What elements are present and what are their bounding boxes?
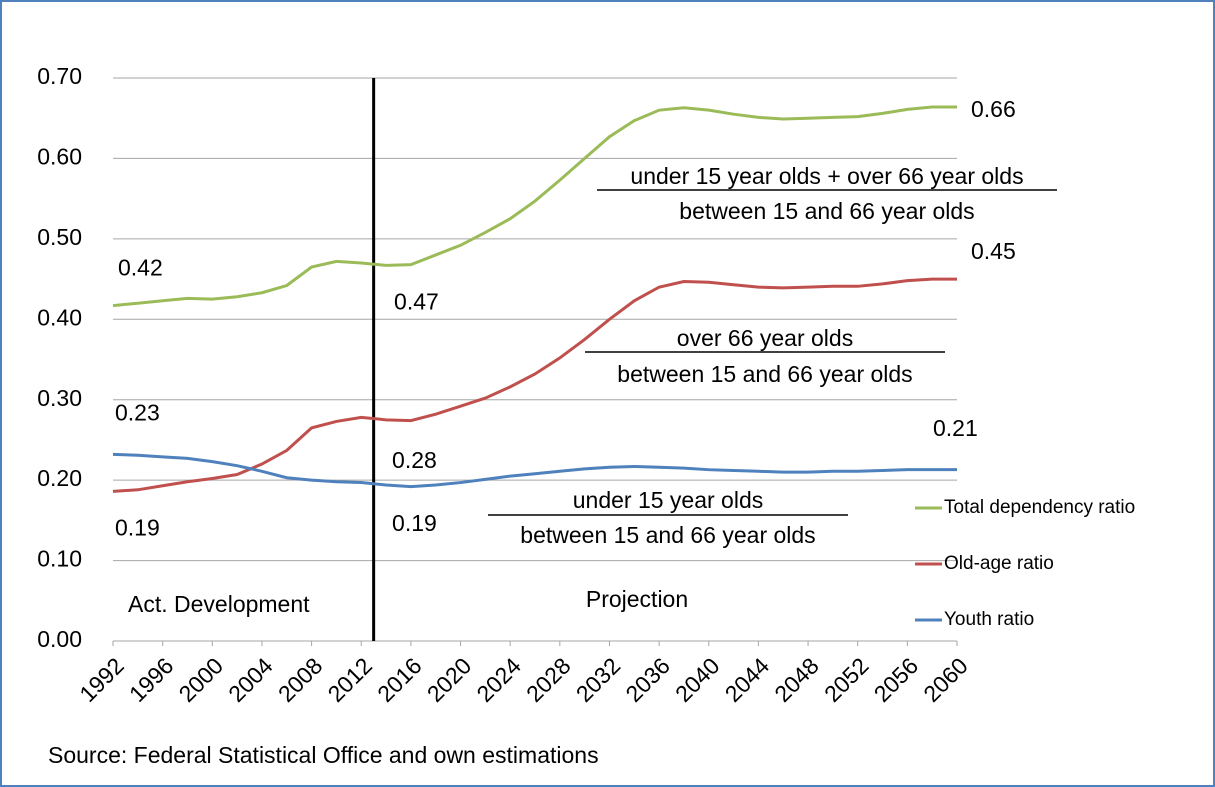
value-label: 0.66 bbox=[971, 96, 1016, 122]
y-tick-label: 0.10 bbox=[37, 546, 82, 572]
y-tick-label: 0.30 bbox=[37, 385, 82, 411]
legend-label: Total dependency ratio bbox=[944, 497, 1135, 518]
legend-label: Old-age ratio bbox=[944, 553, 1054, 574]
y-tick-label: 0.20 bbox=[37, 465, 82, 491]
value-label: 0.19 bbox=[115, 514, 160, 540]
formula-denominator: between 15 and 66 year olds bbox=[617, 361, 912, 387]
value-label: 0.42 bbox=[118, 255, 163, 281]
y-tick-label: 0.50 bbox=[37, 224, 82, 250]
formula-numerator: under 15 year olds bbox=[573, 487, 764, 513]
y-tick-label: 0.40 bbox=[37, 304, 82, 330]
value-label: 0.47 bbox=[394, 288, 439, 314]
period-label: Projection bbox=[586, 586, 688, 612]
y-tick-label: 0.60 bbox=[37, 144, 82, 170]
value-label: 0.45 bbox=[971, 238, 1016, 264]
value-label: 0.21 bbox=[933, 415, 978, 441]
value-label: 0.19 bbox=[392, 510, 437, 536]
source: Source: Federal Statistical Office and o… bbox=[48, 742, 599, 768]
series-line bbox=[112, 452, 957, 489]
formula-denominator: between 15 and 66 year olds bbox=[520, 522, 815, 548]
legend-label: Youth ratio bbox=[944, 609, 1034, 630]
series-line bbox=[112, 277, 957, 493]
value-label: 0.28 bbox=[392, 447, 437, 473]
value-label: 0.23 bbox=[115, 399, 160, 425]
y-tick-label: 0.70 bbox=[37, 63, 82, 89]
period-label: Act. Development bbox=[128, 591, 310, 617]
formula-numerator: over 66 year olds bbox=[677, 325, 853, 351]
series-line bbox=[112, 105, 957, 308]
formula-numerator: under 15 year olds + over 66 year olds bbox=[630, 163, 1023, 189]
formula-denominator: between 15 and 66 year olds bbox=[679, 198, 974, 224]
y-tick-label: 0.00 bbox=[37, 626, 82, 652]
